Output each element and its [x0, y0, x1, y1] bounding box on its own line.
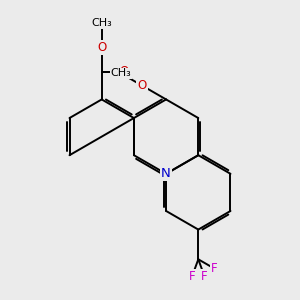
- Text: N: N: [161, 167, 171, 180]
- Text: O: O: [119, 65, 129, 78]
- Text: O: O: [97, 41, 106, 54]
- Text: O: O: [137, 79, 147, 92]
- Text: F: F: [201, 270, 208, 283]
- Text: F: F: [189, 270, 195, 283]
- Text: F: F: [211, 262, 218, 275]
- Text: CH₃: CH₃: [91, 18, 112, 28]
- Text: CH₃: CH₃: [111, 68, 131, 78]
